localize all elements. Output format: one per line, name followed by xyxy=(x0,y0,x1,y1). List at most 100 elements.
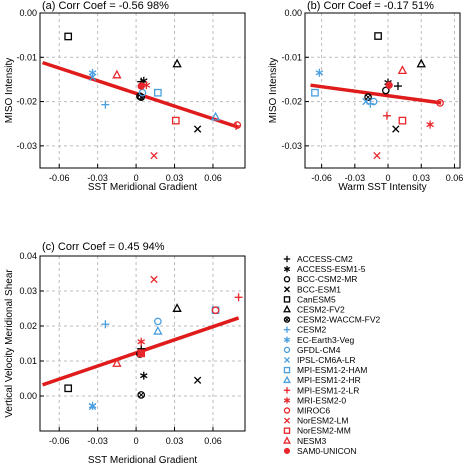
y-tick-label: -0.03 xyxy=(16,141,37,151)
marker-stroke xyxy=(139,373,148,379)
legend-label: MPI-ESM1-2-LR xyxy=(297,385,359,395)
marker-stroke xyxy=(150,151,158,160)
panel-title: (c) Corr Coef = 0.45 94% xyxy=(42,241,165,253)
marker-shape xyxy=(283,346,291,354)
legend-label: GFDL-CM4 xyxy=(297,345,341,355)
data-point xyxy=(369,97,378,106)
legend-marker xyxy=(283,427,291,434)
x-tick-label: 0.06 xyxy=(446,173,464,183)
legend-label: MPI-ESM1-2-HAM xyxy=(297,365,367,375)
y-tick-label: 0.01 xyxy=(19,356,37,366)
marker-stroke xyxy=(283,398,291,403)
x-tick-label: 0.06 xyxy=(204,436,222,446)
y-tick-label: 0.04 xyxy=(19,251,37,261)
marker-shape xyxy=(369,97,378,106)
legend-label: CanESM5 xyxy=(297,294,336,304)
legend-label: MPI-ESM1-2-HR xyxy=(297,375,361,385)
y-tick-label: -0.01 xyxy=(281,52,302,62)
x-tick-label: 0 xyxy=(134,436,139,446)
legend-marker xyxy=(283,326,291,333)
marker-shape xyxy=(137,391,146,399)
x-tick-label: -0.03 xyxy=(87,173,108,183)
marker-shape xyxy=(283,436,291,444)
legend-label: CESM2-FV2 xyxy=(297,305,345,315)
marker-shape xyxy=(137,82,145,90)
marker-stroke xyxy=(284,317,290,322)
legend-marker xyxy=(283,255,291,263)
data-point xyxy=(172,303,182,312)
data-point xyxy=(154,88,162,97)
legend-label: SAM0-UNICON xyxy=(297,446,357,456)
legend: ACCESS-CM2ACCESS-ESM1-5BCC-CSM2-MRBCC-ES… xyxy=(283,254,381,456)
marker-shape xyxy=(137,93,146,101)
data-point xyxy=(392,125,400,133)
plot-frame xyxy=(39,255,246,432)
legend-marker xyxy=(283,346,291,354)
x-tick-label: 0.03 xyxy=(412,173,430,183)
data-point xyxy=(426,120,434,129)
legend-label: CESM2 xyxy=(297,325,327,335)
marker-stroke xyxy=(88,73,97,81)
marker-stroke xyxy=(88,402,97,411)
data-point xyxy=(154,317,162,326)
x-tick-label: 0.03 xyxy=(166,173,184,183)
data-point xyxy=(385,81,393,89)
marker-stroke xyxy=(392,125,400,133)
data-point xyxy=(150,151,158,160)
data-point xyxy=(382,111,391,120)
x-tick-label: -0.06 xyxy=(49,436,70,446)
legend-label: MRI-ESM2-0 xyxy=(297,395,346,405)
plot-frame xyxy=(304,12,461,169)
legend-label: NorESM2-LM xyxy=(297,416,348,426)
panel-0: -0.06 -0.03 0 0.03 0.060.00-0.01-0.02-0.03SS… xyxy=(4,0,246,193)
data-point xyxy=(112,358,122,367)
data-point xyxy=(64,32,73,41)
legend-label: NESM3 xyxy=(297,436,327,446)
marker-shape xyxy=(283,275,291,283)
data-point xyxy=(137,337,146,346)
marker-shape xyxy=(374,32,382,40)
panel-1: -0.06 -0.03 0 0.03 0.060.00-0.01-0.02-0.03Wa… xyxy=(268,0,463,193)
data-point xyxy=(88,402,97,411)
legend-marker xyxy=(283,265,291,273)
y-axis-label: MISO Intensity xyxy=(4,58,15,124)
data-point xyxy=(210,111,221,121)
data-point xyxy=(315,68,324,77)
data-point xyxy=(232,121,241,130)
data-point xyxy=(153,325,163,335)
marker-shape xyxy=(385,81,393,89)
data-point xyxy=(374,32,382,40)
legend-label: BCC-CSM2-MR xyxy=(297,274,357,284)
marker-stroke xyxy=(362,97,370,106)
data-point xyxy=(101,320,110,329)
legend-label: MIROC6 xyxy=(297,406,330,416)
marker-stroke xyxy=(283,286,291,293)
marker-shape xyxy=(171,116,180,125)
data-point xyxy=(233,121,242,129)
legend-label: IPSL-CM6A-LR xyxy=(297,355,356,365)
marker-shape xyxy=(210,111,221,121)
marker-shape xyxy=(398,116,407,125)
data-point xyxy=(397,65,408,75)
legend-marker xyxy=(283,397,291,404)
data-point xyxy=(137,349,145,357)
legend-marker xyxy=(283,387,291,394)
data-point xyxy=(101,100,110,109)
data-point xyxy=(112,69,122,79)
marker-shape xyxy=(283,407,291,414)
marker-shape xyxy=(283,375,291,384)
marker-shape xyxy=(397,65,408,75)
data-point xyxy=(364,93,372,101)
legend-marker xyxy=(283,447,291,454)
legend-marker xyxy=(283,286,291,293)
marker-shape xyxy=(283,447,291,454)
marker-stroke xyxy=(137,339,146,345)
marker-stroke xyxy=(365,94,371,100)
legend-label: NorESM2-MM xyxy=(297,426,351,436)
marker-shape xyxy=(112,69,122,79)
x-tick-label: 0.06 xyxy=(204,173,222,183)
y-axis-label: MISO Intensity xyxy=(268,58,279,124)
marker-stroke xyxy=(193,376,202,384)
marker-shape xyxy=(64,384,73,393)
